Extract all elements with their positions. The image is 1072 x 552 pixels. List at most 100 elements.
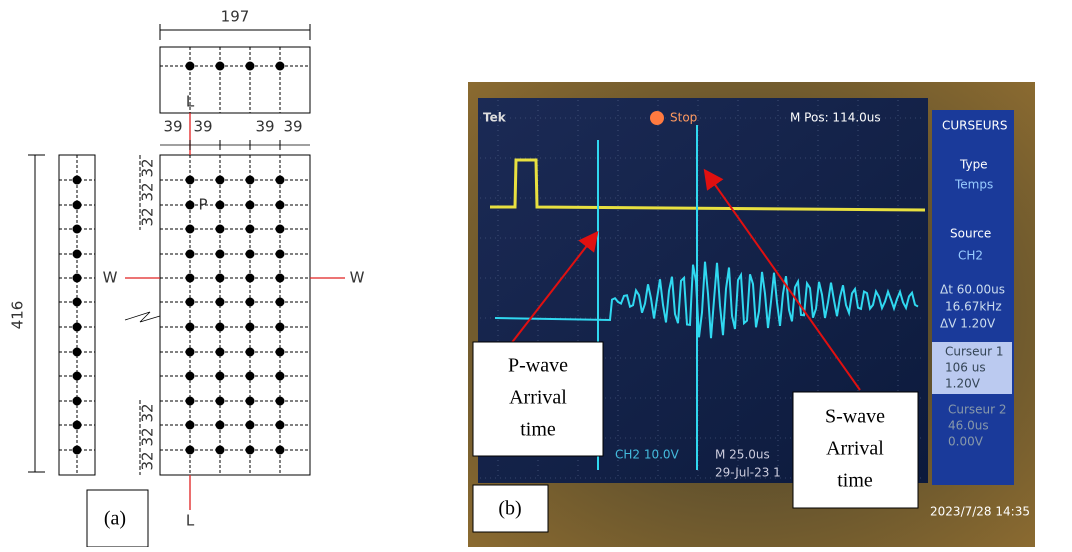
p-wave-label: P-wave [508,355,568,377]
section-label: W [350,269,365,287]
scope-dt: Δt 60.00us [940,283,1005,297]
dot [215,322,225,332]
dot [185,347,195,357]
scope-mpos: M Pos: 114.0us [790,111,881,125]
section-label: L [186,512,195,530]
section-label: W [103,269,118,287]
s-wave-label: S-wave [825,406,885,428]
s-wave-label: Arrival [826,438,884,460]
dot [245,273,255,283]
dimension-label: 32 [139,182,157,201]
dot [275,445,285,455]
s-wave-label: time [837,470,873,492]
panel-label: (a) [104,508,126,530]
dot [275,61,285,71]
dot [72,297,82,307]
section-label: L [186,93,195,111]
dimension-label: 39 [163,118,182,136]
dimension-label: 39 [255,118,274,136]
dimension-label: 197 [221,8,250,26]
dot [215,371,225,381]
dot [245,445,255,455]
dimension-label: 39 [193,118,212,136]
dot [72,175,82,185]
dot [275,371,285,381]
timestamp: 2023/7/28 14:35 [930,505,1030,519]
scope-menu: CURSEURS [942,119,1007,133]
dot [185,200,195,210]
panel-b: Tek Stop M Pos: 114.0us CURSEURS Type Temps So… [468,82,1035,547]
dot [275,396,285,406]
scope-source-value: CH2 [958,249,983,263]
dot [215,224,225,234]
dot [245,396,255,406]
dot [185,322,195,332]
p-wave-label: time [520,419,556,441]
scope-dv: ΔV 1.20V [940,317,996,331]
dot [215,297,225,307]
dot [185,371,195,381]
scope-ch2: CH2 10.0V [615,448,680,462]
scope-timebase: M 25.0us [715,448,770,462]
dimension-label: 32 [139,158,157,177]
scope-cursor: 0.00V [948,435,984,449]
dot [185,297,195,307]
scope-cursor: 106 us [945,361,986,375]
dot [185,61,195,71]
scope-type: Type [959,158,988,172]
scope-freq: 16.67kHz [945,300,1002,314]
dot [275,297,285,307]
p-wave-label: Arrival [509,387,567,409]
dimension-label: 416 [9,301,27,330]
dot [72,224,82,234]
dot [185,396,195,406]
dot [275,420,285,430]
panel-label: (b) [498,498,521,520]
scope-cursor: 1.20V [945,377,981,391]
dimension-label: 32 [139,403,157,422]
dot [185,249,195,259]
scope-brand: Tek [483,111,507,125]
dot [72,273,82,283]
dot [245,61,255,71]
dot [245,200,255,210]
dot [72,347,82,357]
dot [245,224,255,234]
dimension-label: 32 [139,207,157,226]
dot [185,445,195,455]
dimension-label: 32 [139,451,157,470]
dot [245,249,255,259]
scope-type-value: Temps [954,178,993,192]
dot [245,297,255,307]
scope-cursor: 46.0us [948,419,989,433]
dimension-label: 32 [139,427,157,446]
dot [245,347,255,357]
dimension-label: 39 [283,118,302,136]
point-label: P [198,196,207,214]
dot [72,322,82,332]
dot [245,322,255,332]
dot [245,371,255,381]
dot [215,347,225,357]
dot [72,445,82,455]
dot [72,420,82,430]
dot [185,420,195,430]
dot [275,273,285,283]
dot [215,249,225,259]
scope-date: 29-Jul-23 1 [715,466,781,480]
dot [72,371,82,381]
dot [185,175,195,185]
dot [215,175,225,185]
dot [215,61,225,71]
dot [275,249,285,259]
dot [245,420,255,430]
dot [215,445,225,455]
scope-source: Source [950,227,991,241]
dot [275,322,285,332]
scope-status: Stop [670,111,697,125]
dot [275,347,285,357]
dot [275,224,285,234]
dot [215,273,225,283]
dot [72,249,82,259]
